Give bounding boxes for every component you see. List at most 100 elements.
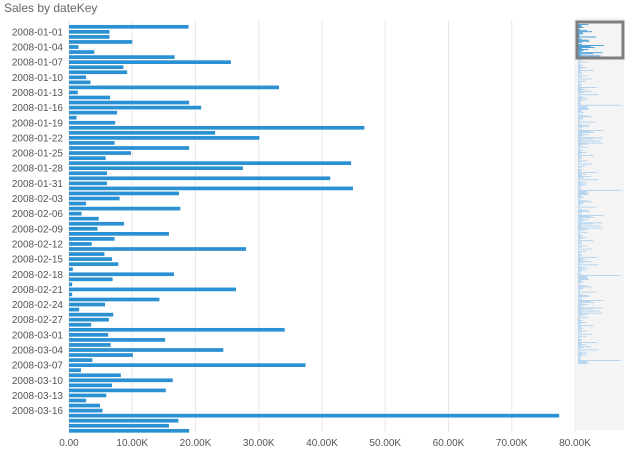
bar[interactable] bbox=[69, 181, 107, 186]
bars bbox=[69, 24, 560, 433]
bar[interactable] bbox=[69, 120, 116, 125]
bar[interactable] bbox=[69, 403, 100, 408]
bar[interactable] bbox=[69, 196, 120, 201]
minimap-bar bbox=[578, 293, 582, 295]
bar[interactable] bbox=[69, 60, 231, 64]
bar[interactable] bbox=[69, 161, 352, 165]
bar[interactable] bbox=[69, 35, 110, 39]
bar[interactable] bbox=[69, 176, 331, 181]
minimap-bar bbox=[578, 225, 601, 227]
minimap-bar bbox=[578, 305, 584, 307]
bar[interactable] bbox=[69, 146, 190, 150]
bar[interactable] bbox=[69, 358, 93, 362]
bar[interactable] bbox=[69, 216, 99, 221]
minimap-viewport-handle[interactable] bbox=[575, 20, 625, 60]
bar[interactable] bbox=[69, 267, 73, 272]
bar[interactable] bbox=[69, 257, 113, 261]
bar[interactable] bbox=[69, 65, 124, 70]
bar[interactable] bbox=[69, 277, 113, 282]
bar[interactable] bbox=[69, 221, 125, 226]
bar[interactable] bbox=[69, 423, 169, 428]
bar[interactable] bbox=[69, 262, 119, 266]
bar[interactable] bbox=[69, 201, 87, 206]
bar[interactable] bbox=[69, 307, 80, 312]
bar[interactable] bbox=[69, 373, 121, 378]
bar[interactable] bbox=[69, 297, 160, 302]
bar[interactable] bbox=[69, 136, 260, 140]
bar[interactable] bbox=[69, 85, 279, 90]
bar[interactable] bbox=[69, 242, 92, 246]
bar[interactable] bbox=[69, 30, 110, 34]
bar[interactable] bbox=[69, 115, 77, 120]
bar[interactable] bbox=[69, 348, 224, 352]
bar[interactable] bbox=[69, 418, 179, 423]
bar[interactable] bbox=[69, 393, 107, 398]
bar[interactable] bbox=[69, 80, 91, 85]
minimap-bar bbox=[578, 95, 580, 97]
bar[interactable] bbox=[69, 141, 115, 145]
bar[interactable] bbox=[69, 45, 79, 49]
minimap-bar bbox=[578, 345, 582, 347]
bar[interactable] bbox=[69, 388, 166, 393]
minimap-bar bbox=[578, 246, 582, 248]
minimap-bar bbox=[578, 256, 580, 257]
bar[interactable] bbox=[69, 333, 109, 337]
bar[interactable] bbox=[69, 131, 216, 135]
bar[interactable] bbox=[69, 211, 82, 216]
minimap-bar bbox=[578, 236, 581, 237]
bar[interactable] bbox=[69, 24, 189, 29]
bar[interactable] bbox=[69, 226, 98, 231]
bar[interactable] bbox=[69, 252, 105, 256]
bar[interactable] bbox=[69, 151, 131, 155]
bar[interactable] bbox=[69, 125, 365, 130]
bar[interactable] bbox=[69, 353, 133, 357]
bar[interactable] bbox=[69, 237, 115, 241]
bar[interactable] bbox=[69, 55, 175, 59]
bar[interactable] bbox=[69, 166, 243, 171]
minimap-bar bbox=[578, 113, 579, 115]
bar[interactable] bbox=[69, 338, 166, 342]
y-tick-label: 2008-02-18 bbox=[12, 270, 64, 281]
bar[interactable] bbox=[69, 90, 78, 95]
bar[interactable] bbox=[69, 272, 174, 277]
bar[interactable] bbox=[69, 312, 114, 317]
minimap-bar bbox=[578, 197, 584, 199]
minimap-bar bbox=[578, 162, 579, 164]
minimap-bar bbox=[578, 279, 589, 280]
bar[interactable] bbox=[69, 363, 306, 367]
bar[interactable] bbox=[69, 50, 95, 54]
bar[interactable] bbox=[69, 186, 353, 191]
bar[interactable] bbox=[69, 105, 202, 110]
bar[interactable] bbox=[69, 302, 106, 307]
bar[interactable] bbox=[69, 247, 247, 251]
bar[interactable] bbox=[69, 206, 181, 211]
bar[interactable] bbox=[69, 292, 73, 297]
y-tick-label: 2008-01-25 bbox=[12, 149, 64, 160]
bar[interactable] bbox=[69, 100, 190, 105]
bar[interactable] bbox=[69, 156, 106, 160]
bar[interactable] bbox=[69, 110, 118, 115]
bar[interactable] bbox=[69, 428, 190, 433]
bar[interactable] bbox=[69, 287, 236, 292]
bar[interactable] bbox=[69, 70, 128, 75]
bar[interactable] bbox=[69, 408, 103, 413]
bar[interactable] bbox=[69, 368, 82, 373]
bar[interactable] bbox=[69, 343, 111, 347]
bar[interactable] bbox=[69, 282, 73, 287]
bar[interactable] bbox=[69, 327, 285, 332]
bar[interactable] bbox=[69, 398, 87, 403]
bar[interactable] bbox=[69, 75, 87, 80]
bar[interactable] bbox=[69, 378, 173, 383]
x-tick-label: 10.00K bbox=[116, 438, 148, 449]
bar[interactable] bbox=[69, 191, 180, 196]
bar[interactable] bbox=[69, 322, 92, 327]
bar[interactable] bbox=[69, 95, 111, 100]
bar[interactable] bbox=[69, 232, 169, 236]
bar[interactable] bbox=[69, 317, 109, 322]
bar[interactable] bbox=[69, 171, 107, 176]
chart-overview-scrollbar[interactable] bbox=[574, 18, 626, 430]
bar[interactable] bbox=[69, 40, 133, 44]
minimap-bar bbox=[578, 307, 603, 309]
bar[interactable] bbox=[69, 413, 560, 418]
bar[interactable] bbox=[69, 383, 113, 388]
